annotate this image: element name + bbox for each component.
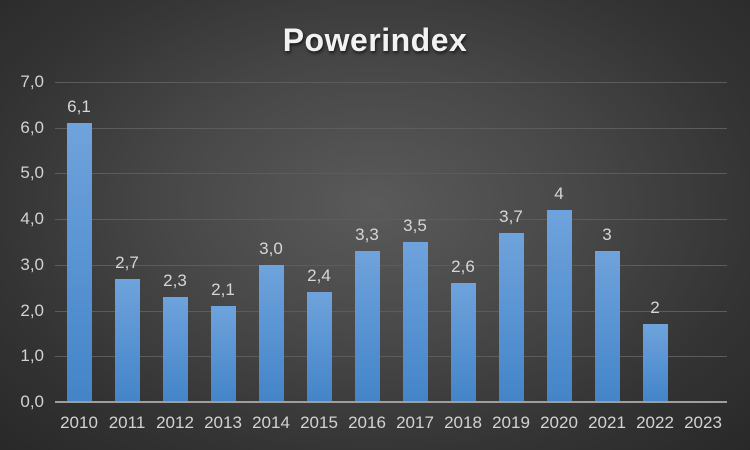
bar-2017 <box>402 242 428 402</box>
y-axis-tick-label: 2,0 <box>20 300 44 320</box>
x-axis-tick-label: 2018 <box>444 413 482 432</box>
bar-value-label: 2,7 <box>115 253 139 272</box>
y-axis-tick-label: 5,0 <box>20 163 44 183</box>
bar-2021 <box>594 251 620 402</box>
bar-value-label: 3,3 <box>355 225 379 244</box>
x-axis-tick-label: 2010 <box>60 413 98 432</box>
bar-2010 <box>66 123 92 402</box>
bar-2018 <box>450 283 476 402</box>
chart-title: Powerindex <box>282 22 468 58</box>
bar-2022 <box>642 324 668 402</box>
gridline <box>55 310 727 312</box>
x-axis-tick-label: 2015 <box>300 413 338 432</box>
bar-2011 <box>114 279 140 402</box>
bar-value-label: 2,6 <box>451 257 475 276</box>
gridline <box>55 82 727 83</box>
bar-value-label: 3,5 <box>403 216 427 235</box>
bar-2013 <box>210 306 236 402</box>
x-axis-tick-label: 2022 <box>636 413 674 432</box>
bar-value-label: 6,1 <box>67 97 91 116</box>
gridline <box>55 264 727 266</box>
bar-value-label: 3,7 <box>499 207 523 226</box>
y-axis-tick-label: 7,0 <box>20 72 44 91</box>
bar-2012 <box>162 297 188 402</box>
bar-value-label: 3 <box>602 225 612 244</box>
bar-2016 <box>354 251 380 402</box>
x-axis-tick-label: 2016 <box>348 413 386 432</box>
bar-2014 <box>258 265 284 402</box>
bar-2019 <box>498 233 524 402</box>
y-axis-tick-label: 0,0 <box>20 392 44 411</box>
gridline <box>55 127 727 129</box>
x-axis-tick-label: 2020 <box>540 413 578 432</box>
y-axis-tick-label: 3,0 <box>20 254 44 274</box>
x-axis-tick-label: 2014 <box>252 413 290 432</box>
bar-value-label: 2,3 <box>163 271 187 290</box>
bar-value-label: 2,1 <box>211 280 235 299</box>
x-axis-tick-label: 2021 <box>588 413 626 432</box>
x-axis-tick-label: 2013 <box>204 413 242 432</box>
gridline <box>55 173 727 175</box>
y-axis-tick-label: 1,0 <box>20 346 44 366</box>
gridline <box>55 219 727 221</box>
gridline <box>55 356 727 358</box>
x-axis-tick-label: 2011 <box>108 413 146 432</box>
bar-value-label: 2 <box>650 298 660 317</box>
y-axis-tick-label: 6,0 <box>20 117 44 137</box>
x-axis-line <box>55 401 727 403</box>
bar-value-label: 2,4 <box>307 266 331 285</box>
x-axis-tick-label: 2017 <box>396 413 434 432</box>
x-axis-tick-label: 2019 <box>492 413 530 432</box>
y-axis-tick-label: 4,0 <box>20 209 44 229</box>
bar-value-label: 3,0 <box>259 239 283 258</box>
x-axis-tick-label: 2012 <box>156 413 194 432</box>
bar-2020 <box>546 210 572 402</box>
bar-value-label: 4 <box>554 184 564 203</box>
bar-2015 <box>306 292 332 402</box>
x-axis-tick-label: 2023 <box>684 413 722 432</box>
plot-area: 6,1 2,7 2,3 2,1 3,0 2,4 3,3 3,5 2,6 3,7 4 3 2 <box>55 82 727 402</box>
